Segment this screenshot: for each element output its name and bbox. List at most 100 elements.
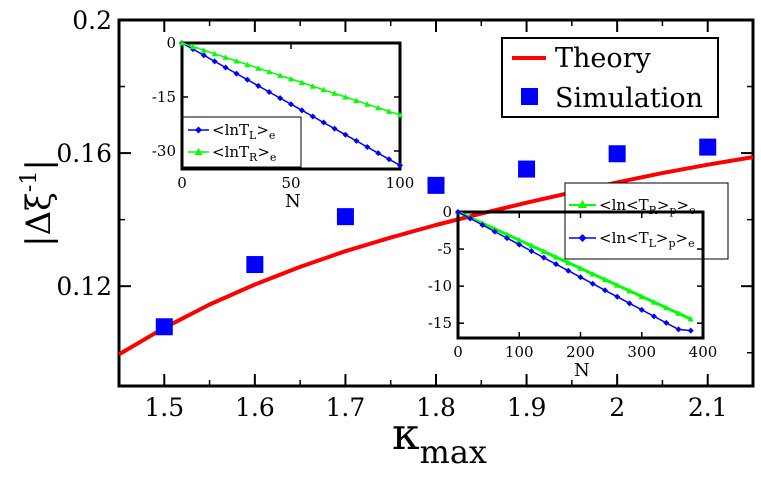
simulation-point [246,256,264,274]
inset2-legend-r-mid-sub: p [669,204,676,217]
inset1-series-marker [233,70,240,77]
inset1-series-marker [222,54,229,60]
inset2-legend-box [564,182,729,260]
inset2-legend-l-mid-sub: p [669,237,676,250]
main-x-tick-label: 2 [609,393,625,422]
inset2-series-marker [540,254,547,261]
inset2-series-marker [553,261,559,268]
main-y-label-sup: -1 [17,171,42,192]
inset2-series-marker [516,237,523,243]
inset1-series-marker [233,58,240,64]
inset2-series-marker [540,248,547,254]
inset1-series-marker [320,86,327,93]
inset2-x-tick-label: 200 [566,343,595,361]
inset1-legend-tl-label: <lnTL>e [212,121,275,142]
inset2-series-marker [589,270,596,277]
inset2-series-marker [467,215,474,222]
simulation-point [336,208,354,226]
inset2-series-marker [687,327,694,334]
inset2-legend-l-label: <ln<TL>p>e [599,229,695,250]
main-x-tick-label: 1.7 [326,393,366,422]
inset2-legend-r-suffix-sub: e [689,204,696,217]
simulation-point [699,138,717,156]
main-y-tick-label: 0.16 [56,139,112,168]
inset1-series-marker [255,65,262,71]
inset1-series-marker [211,58,218,65]
inset2-series-marker [516,241,523,248]
inset1-series-marker [342,131,349,138]
inset1-series-marker [342,94,349,100]
inset2-legend-r-suffix: > [677,196,690,214]
main-y-tick-label: 0.12 [56,272,112,301]
main-x-tick-label: 1.6 [235,393,275,422]
inset1-series-marker [200,47,207,53]
simulation-point [427,176,445,194]
inset2-series-marker [589,280,596,287]
inset1-series [179,40,403,169]
inset1-x-tick-label: 50 [281,174,300,192]
inset2-series-marker [663,319,670,326]
inset1-series-marker [288,76,294,82]
inset1-series-marker [364,144,371,151]
inset1-legend-tl-sub: L [249,129,257,142]
inset2-series-marker [565,259,572,266]
inset1-legend-tr-suffix-sub: e [270,151,277,164]
inset1-series-marker [375,150,382,157]
inset2-y-tick-label: -15 [428,314,452,332]
inset1-series-marker [353,137,360,144]
legend-simulation-label: Simulation [555,83,703,114]
inset2-x-tick-label: 400 [689,343,718,361]
inset1-series-marker [200,52,207,59]
inset1-y-tick-label: -30 [152,142,176,160]
main-ticks: 1.5 1.6 1.7 1.8 1.9 2 2.1 0.12 0.16 0.2 [56,6,754,422]
inset1-series-marker [266,88,273,95]
inset1-x-tick-label: 0 [177,174,187,192]
legend-simulation-swatch [521,88,538,105]
inset1-series-marker [255,82,262,89]
inset1-legend: <lnTL>e <lnTR>e [182,116,302,168]
inset1-legend-tr-marker [194,148,203,155]
inset2-series-marker [504,235,510,242]
inset1-series-marker [266,68,273,75]
inset2-series [455,209,694,334]
theory-line [117,155,754,357]
inset2-series-marker [638,306,645,313]
inset2-series-marker [675,326,682,333]
inset2-y-tick-label: 0 [442,203,452,221]
main-x-label: κmax [392,409,487,471]
main-x-label-sub: max [420,433,487,471]
inset2-x-tick-label: 100 [505,343,534,361]
inset1-series-marker [320,119,327,126]
inset2-legend-r-label: <ln<TR>p>e [599,196,696,217]
inset2-y-tick-label: -5 [437,240,452,258]
legend-theory-label: Theory [555,43,652,74]
inset1-series-marker [298,79,305,86]
inset2-series-marker [651,299,657,305]
simulation-point [608,145,626,163]
inset2-series-marker [675,310,682,316]
inset2-legend-r-sub: R [649,204,658,217]
inset1-series-marker [189,43,196,50]
inset1-series-marker [211,50,218,57]
inset1-series-marker [397,112,403,118]
inset1-legend-tr-suffix: > [257,143,270,161]
main-series [117,138,754,357]
inset1-series-marker [222,64,229,71]
inset2-series-marker [577,265,584,271]
inset2-series-marker [687,316,694,322]
inset1-series-marker [179,40,185,46]
inset1-series-marker [331,90,338,96]
inset2-series-marker [602,287,608,294]
inset1-legend-tl-name: <lnT [212,121,249,139]
inset1-series-marker [277,95,284,102]
inset2-legend-r-name: <ln<T [599,196,649,214]
inset1-series-marker [386,108,393,114]
inset1-series-marker [375,104,382,111]
inset2-legend-r-marker [578,200,587,208]
inset1-series-marker [397,162,403,169]
inset2-legend-r-mid: > [657,196,670,214]
inset2-legend-l-suffix-sub: e [688,237,695,250]
inset1-series-marker [353,97,360,104]
inset1-legend-tl-marker [195,126,202,134]
